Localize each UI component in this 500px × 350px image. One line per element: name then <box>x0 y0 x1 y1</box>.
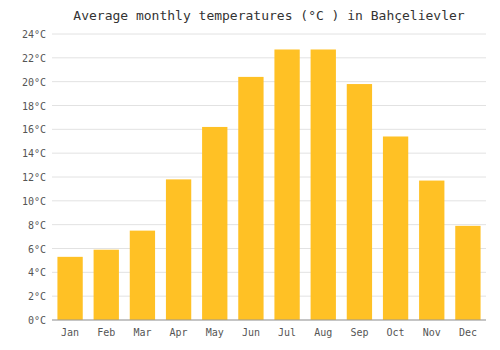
y-tick-label: 16°C <box>22 124 46 135</box>
x-tick-label: Aug <box>314 327 332 338</box>
x-tick-label: Dec <box>459 327 477 338</box>
bar <box>166 179 191 320</box>
chart: Average monthly temperatures (°C ) in Ba… <box>0 0 500 350</box>
y-tick-label: 0°C <box>28 315 46 326</box>
y-tick-label: 20°C <box>22 77 46 88</box>
grid-line <box>52 153 486 154</box>
y-tick-label: 8°C <box>28 220 46 231</box>
bar <box>238 77 263 320</box>
x-tick-label: Jun <box>242 327 260 338</box>
bar <box>57 257 82 320</box>
bar <box>130 231 155 320</box>
bar <box>94 250 119 320</box>
y-tick-label: 2°C <box>28 291 46 302</box>
chart-container: Average monthly temperatures (°C ) in Ba… <box>0 0 500 350</box>
y-tick-label: 12°C <box>22 172 46 183</box>
bar <box>455 226 480 320</box>
y-tick-label: 10°C <box>22 196 46 207</box>
grid <box>52 34 486 320</box>
x-tick-label: Feb <box>97 327 115 338</box>
grid-line <box>52 129 486 130</box>
x-tick-label: Apr <box>170 327 188 338</box>
x-tick-label: Mar <box>133 327 151 338</box>
grid-line <box>52 57 486 58</box>
bar <box>347 84 372 320</box>
y-tick-label: 22°C <box>22 53 46 64</box>
y-tick-label: 4°C <box>28 267 46 278</box>
y-tick-label: 6°C <box>28 244 46 255</box>
grid-line <box>52 34 486 35</box>
grid-line <box>52 81 486 82</box>
bar <box>202 127 227 320</box>
x-tick-label: May <box>206 327 224 338</box>
bar <box>311 49 336 320</box>
x-tick-label: Jan <box>61 327 79 338</box>
bar <box>274 49 299 320</box>
grid-line <box>52 177 486 178</box>
grid-line <box>52 320 486 321</box>
bar <box>383 136 408 320</box>
title: Average monthly temperatures (°C ) in Ba… <box>73 8 465 23</box>
x-tick-label: Oct <box>387 327 405 338</box>
y-tick-label: 24°C <box>22 29 46 40</box>
bar <box>419 181 444 320</box>
x-tick-label: Nov <box>423 327 441 338</box>
x-tick-label: Sep <box>350 327 368 338</box>
y-tick-label: 14°C <box>22 148 46 159</box>
x-axis-line <box>52 320 486 321</box>
y-tick-label: 18°C <box>22 101 46 112</box>
bars <box>57 49 480 320</box>
grid-line <box>52 105 486 106</box>
x-tick-label: Jul <box>278 327 296 338</box>
